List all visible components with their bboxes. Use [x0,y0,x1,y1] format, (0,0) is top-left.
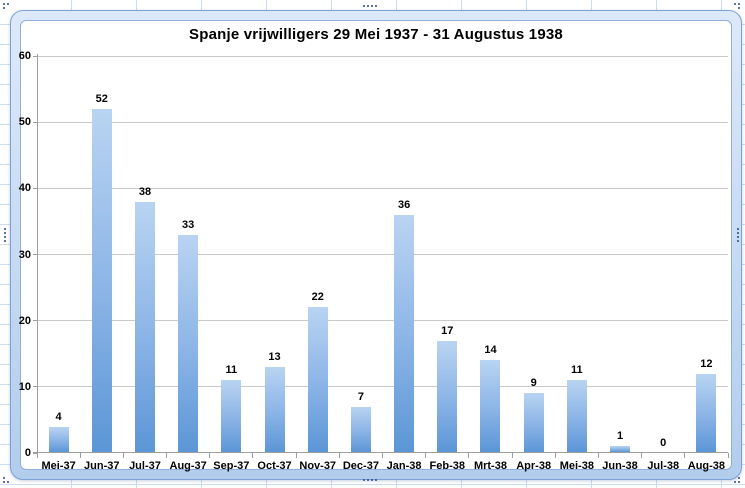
x-axis-tick [468,453,470,458]
x-axis-tick [338,453,340,458]
bar[interactable] [610,446,631,452]
bar[interactable] [696,374,717,452]
gridline [33,121,728,123]
x-axis-label: Jan-38 [386,460,422,472]
x-axis-label: Jun-37 [84,460,120,472]
gridline [33,320,728,322]
x-axis-label: Dec-37 [342,460,379,472]
y-axis-label: 30 [18,248,31,261]
x-axis-label: Mrt-38 [473,460,507,472]
x-axis-label: Sep-37 [213,460,250,472]
y-axis-label: 20 [18,314,31,327]
x-axis-tick [554,453,556,458]
bar[interactable] [523,393,544,452]
gridline [33,254,728,255]
y-axis-tick [33,55,37,57]
x-axis-label: Aug-37 [169,460,207,472]
x-axis-tick [382,453,383,458]
resize-handle-top-left-icon[interactable] [3,3,9,9]
plot-area: 0 10 20 30 40 50 60 4 Mei-37 52 Jun-37 38 Jul-37 33 Au… [19,50,729,472]
x-axis-label: Jul-37 [129,460,161,472]
resize-handle-top-center-icon[interactable] [363,5,377,7]
data-label: 0 [660,437,667,449]
y-axis-line [37,54,38,453]
bar[interactable] [566,380,587,452]
data-label: 22 [311,291,324,303]
y-axis-tick [33,121,37,123]
x-axis-tick [511,453,513,458]
resize-handle-right-middle-icon[interactable] [737,228,739,242]
bar[interactable] [178,235,199,452]
x-axis-tick [684,453,686,458]
data-label: 9 [530,377,537,389]
data-label: 1 [616,430,624,442]
y-axis-tick [33,187,37,189]
data-label: 38 [138,186,152,198]
x-axis-tick [727,453,729,458]
gridline [33,55,728,57]
data-label: 52 [95,93,108,105]
gridline [33,187,728,189]
gridline [33,386,728,388]
x-axis-tick [295,453,297,458]
bar[interactable] [91,109,112,452]
resize-handle-bottom-center-icon[interactable] [363,479,377,481]
chart-title: Spanje vrijwilligers 29 Mei 1937 - 31 Au… [189,26,563,43]
y-axis-tick [33,386,37,388]
y-axis-label: 60 [18,50,31,62]
bar[interactable] [394,215,415,452]
y-axis-tick [33,320,37,322]
x-axis-label: Oct-37 [257,460,292,472]
x-axis-tick [209,453,211,458]
y-axis-tick [33,452,37,454]
y-axis-label: 0 [24,447,31,459]
data-label: 11 [225,364,238,376]
x-axis-line [33,452,728,453]
data-label: 17 [441,325,454,337]
x-axis-label: Jun-38 [602,460,638,472]
x-axis-label: Apr-38 [516,460,552,472]
x-axis-tick [36,453,38,458]
resize-handle-bottom-right-icon[interactable] [734,477,740,483]
x-axis-tick [166,453,168,458]
x-axis-label: Feb-38 [429,460,466,472]
x-axis-label: Nov-37 [299,460,337,472]
x-axis-tick [641,453,643,458]
x-axis-label: Mei-37 [41,460,76,472]
y-axis-label: 10 [18,380,31,393]
data-label: 11 [571,364,583,376]
chart-selection-frame[interactable]: Spanje vrijwilligers 29 Mei 1937 - 31 Au… [10,10,742,480]
data-label: 33 [182,219,195,231]
data-label: 36 [397,199,411,211]
resize-handle-top-right-icon[interactable] [734,3,740,9]
data-label: 4 [55,411,62,423]
bar[interactable] [134,202,155,452]
data-label: 12 [700,358,713,370]
resize-handle-left-middle-icon[interactable] [4,228,6,242]
bar[interactable] [48,427,69,452]
x-axis-label: Aug-38 [687,460,726,472]
x-axis-label: Jul-38 [647,460,680,472]
bar[interactable] [264,367,285,452]
bar[interactable] [437,341,458,452]
x-axis-tick [122,453,124,458]
x-axis-tick [79,453,81,458]
data-label: 13 [268,351,281,363]
x-axis-tick [597,453,599,458]
bar[interactable] [307,307,328,452]
y-axis-tick [33,254,37,255]
x-axis-tick [252,453,254,458]
bar[interactable] [350,407,371,452]
x-axis-label: Mei-38 [559,460,594,472]
y-axis-label: 40 [18,182,31,195]
bar[interactable] [480,360,501,452]
bar[interactable] [221,380,242,452]
data-label: 14 [484,344,497,356]
y-axis-label: 50 [18,116,31,129]
data-label: 7 [357,391,364,403]
x-axis-tick [425,453,427,458]
resize-handle-bottom-left-icon[interactable] [3,477,9,483]
chart-area[interactable]: Spanje vrijwilligers 29 Mei 1937 - 31 Au… [19,20,732,472]
